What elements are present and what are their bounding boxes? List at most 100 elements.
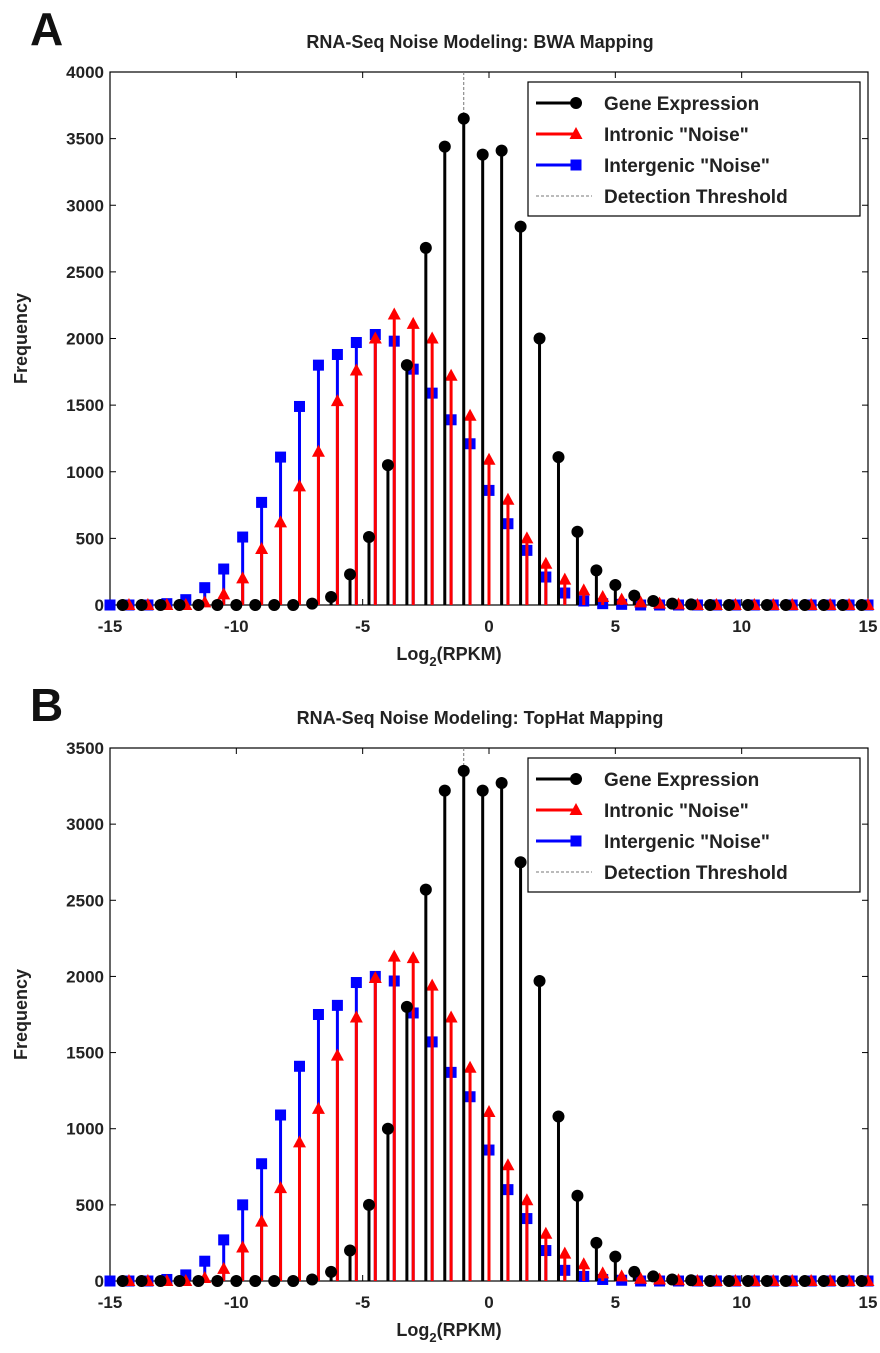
stem-marker bbox=[817, 599, 830, 611]
stem-marker bbox=[173, 1275, 186, 1287]
stem-marker bbox=[666, 597, 679, 610]
stem-marker bbox=[331, 348, 343, 360]
legend-marker bbox=[570, 835, 582, 847]
stem-marker bbox=[199, 1255, 211, 1267]
stem-marker bbox=[685, 1274, 698, 1287]
stem-marker bbox=[609, 1250, 622, 1263]
stem-marker bbox=[275, 1109, 287, 1121]
stem-marker bbox=[154, 1275, 167, 1287]
chart-title: RNA-Seq Noise Modeling: BWA Mapping bbox=[306, 32, 654, 52]
stem-marker bbox=[533, 974, 546, 987]
chart-title: RNA-Seq Noise Modeling: TopHat Mapping bbox=[296, 708, 664, 728]
stem-marker bbox=[400, 1000, 413, 1013]
stem-marker bbox=[331, 999, 343, 1011]
stem-marker bbox=[501, 1158, 515, 1171]
stem-plot-bwa: 0 500 1000 1500 2000 2500 3000 3500 4000 -15 -10 -5… bbox=[11, 63, 877, 669]
stem-marker bbox=[596, 1266, 610, 1279]
stem-marker bbox=[287, 599, 300, 611]
legend: Gene Expression Intronic "Noise" Intergeni… bbox=[527, 81, 861, 217]
stem-marker bbox=[199, 582, 211, 594]
stem-marker bbox=[381, 1122, 394, 1135]
y-tick-label: 3000 bbox=[66, 196, 104, 215]
stem-marker bbox=[571, 525, 584, 538]
stem-marker bbox=[274, 1181, 288, 1194]
y-tick-label: 3000 bbox=[66, 815, 104, 834]
stem-marker bbox=[116, 1275, 129, 1287]
stem-marker bbox=[192, 599, 205, 611]
legend-marker bbox=[570, 159, 582, 171]
y-tick-label: 3500 bbox=[66, 130, 104, 149]
stem-marker bbox=[312, 1009, 324, 1020]
stem-marker bbox=[236, 571, 250, 584]
stem-marker bbox=[400, 359, 413, 372]
stem-marker bbox=[495, 144, 508, 157]
stem-marker bbox=[275, 451, 287, 463]
stem-marker bbox=[779, 599, 792, 611]
stem-marker bbox=[104, 599, 116, 611]
stem-marker bbox=[476, 148, 489, 161]
stem-marker bbox=[741, 1275, 754, 1287]
stem-marker bbox=[362, 1198, 375, 1211]
stem-marker bbox=[596, 590, 610, 603]
y-tick-label: 4000 bbox=[66, 63, 104, 82]
stem-marker bbox=[539, 1226, 553, 1239]
stem-marker bbox=[704, 1275, 717, 1287]
stem-marker bbox=[438, 140, 451, 153]
stem-marker bbox=[482, 452, 496, 465]
legend-marker bbox=[570, 773, 582, 785]
stem-marker bbox=[104, 1275, 116, 1287]
stem-marker bbox=[387, 307, 401, 320]
stem-marker bbox=[647, 595, 660, 608]
chart-panel-a: A RNA-Seq Noise Modeling: BWA Mapping 0 5… bbox=[0, 0, 880, 670]
stem-marker bbox=[350, 336, 362, 348]
x-tick-label: 10 bbox=[732, 1293, 751, 1312]
y-tick-label: 2000 bbox=[66, 967, 104, 986]
stem-marker bbox=[514, 220, 527, 233]
stem-marker bbox=[237, 531, 249, 543]
x-axis-label: Log2(RPKM) bbox=[396, 644, 501, 669]
x-axis-label-main: Log bbox=[396, 644, 429, 664]
stem-marker bbox=[249, 1275, 262, 1287]
stem-marker bbox=[666, 1273, 679, 1286]
stem-marker bbox=[211, 1275, 224, 1287]
legend-label: Gene Expression bbox=[604, 94, 759, 115]
stem-marker bbox=[628, 1265, 641, 1278]
stem-marker bbox=[349, 1010, 363, 1023]
stem-marker bbox=[760, 1275, 773, 1287]
stem-marker bbox=[482, 1104, 496, 1117]
stem-marker bbox=[230, 599, 243, 611]
stem-marker bbox=[362, 531, 375, 544]
stem-marker bbox=[344, 568, 357, 581]
x-axis-label-rest: (RPKM) bbox=[437, 1320, 502, 1340]
stem-marker bbox=[444, 368, 458, 381]
stem-marker bbox=[218, 563, 230, 575]
x-tick-label: 0 bbox=[484, 617, 493, 636]
legend-box bbox=[527, 757, 861, 893]
series-0 bbox=[116, 764, 868, 1287]
stem-marker bbox=[836, 599, 849, 611]
x-tick-label: -15 bbox=[98, 617, 123, 636]
stem-marker bbox=[154, 599, 167, 611]
stem-marker bbox=[419, 883, 432, 896]
chart-panel-b: B RNA-Seq Noise Modeling: TopHat Mapping… bbox=[0, 676, 880, 1346]
stem-marker bbox=[350, 977, 362, 989]
y-tick-label: 500 bbox=[76, 529, 104, 548]
stem-marker bbox=[798, 599, 811, 611]
stem-marker bbox=[173, 599, 186, 611]
y-tick-label: 2000 bbox=[66, 330, 104, 349]
legend-label: Intergenic "Noise" bbox=[604, 156, 770, 177]
stem-marker bbox=[236, 1240, 250, 1253]
x-tick-label: 5 bbox=[611, 1293, 620, 1312]
x-tick-label: 10 bbox=[732, 617, 751, 636]
stem-marker bbox=[135, 1275, 148, 1287]
x-axis-label-sub: 2 bbox=[429, 654, 436, 669]
stem-marker bbox=[495, 777, 508, 790]
stem-marker bbox=[520, 531, 534, 544]
stem-marker bbox=[237, 1199, 249, 1211]
stem-marker bbox=[463, 408, 477, 421]
stem-marker bbox=[723, 1275, 736, 1287]
stem-marker bbox=[344, 1244, 357, 1257]
stem-marker bbox=[647, 1270, 660, 1283]
legend-box bbox=[527, 81, 861, 217]
stem-marker bbox=[217, 587, 231, 600]
